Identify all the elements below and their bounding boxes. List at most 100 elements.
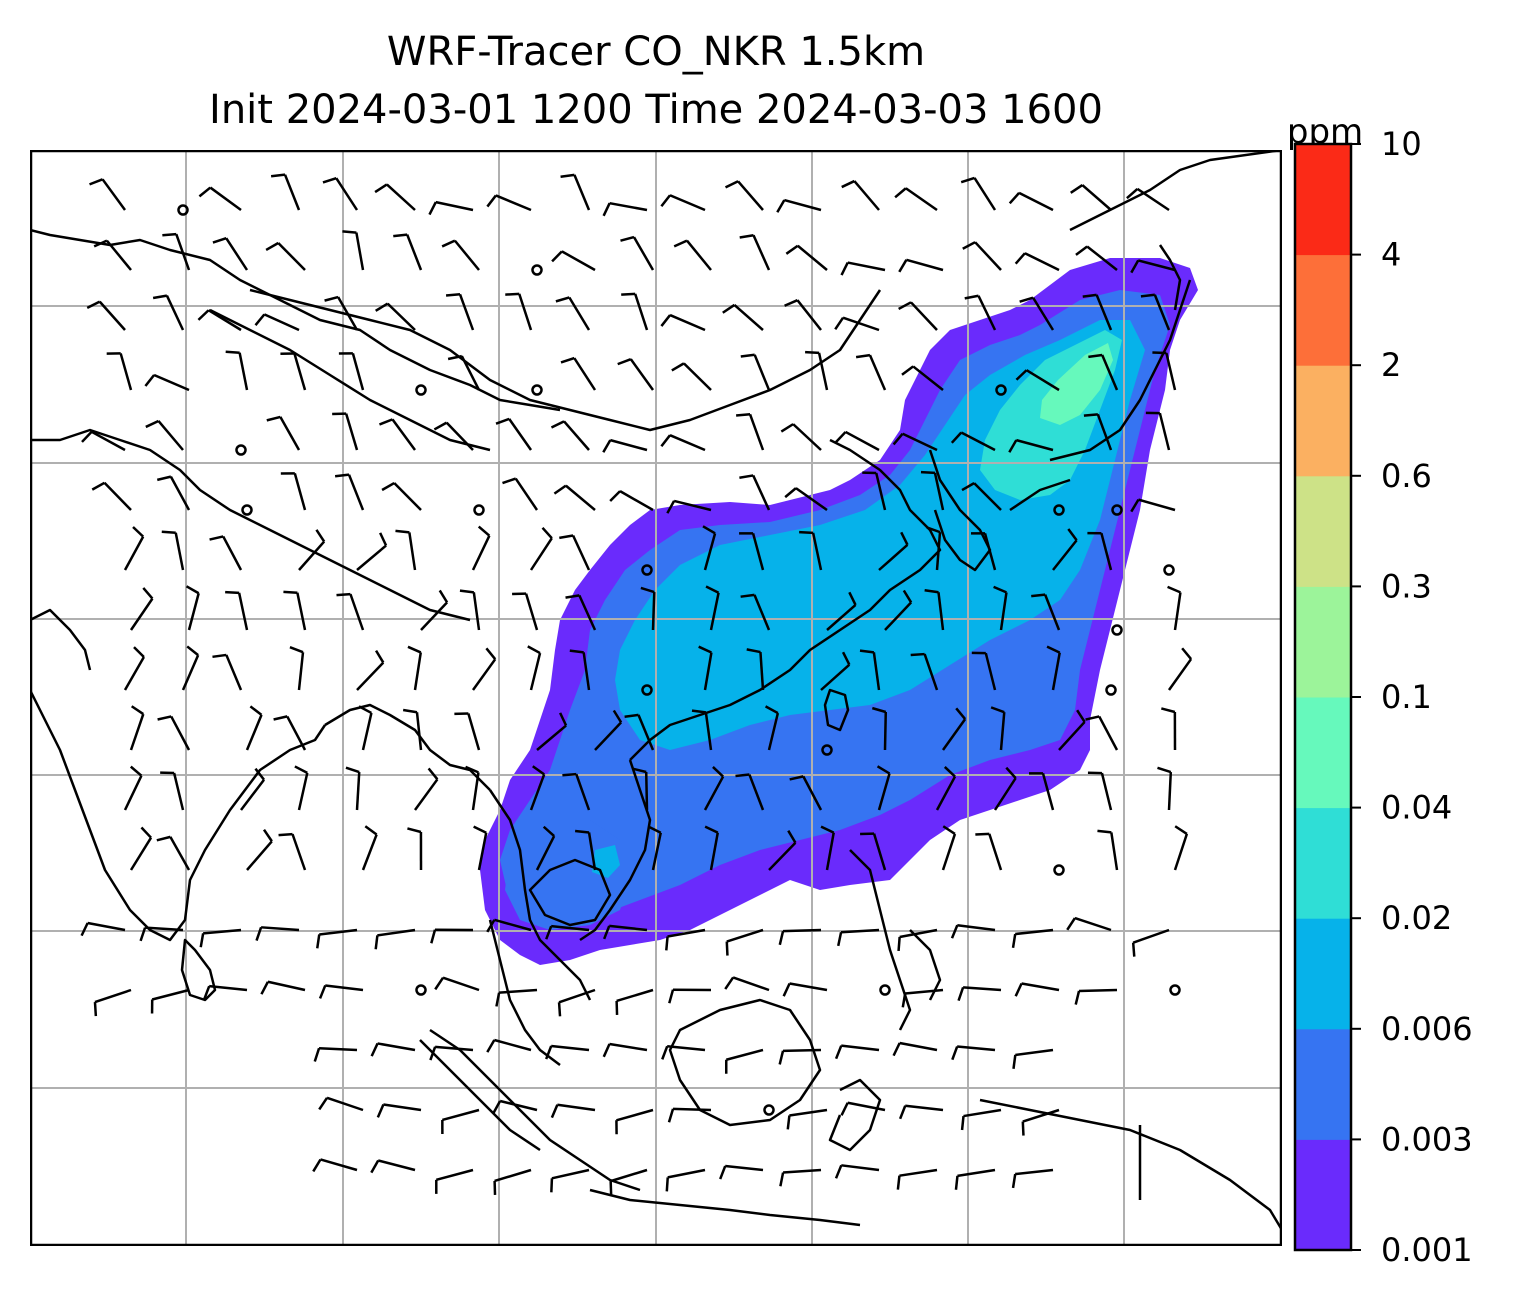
wind-barb <box>347 474 365 511</box>
colorbar-tick-label: 2 <box>1381 346 1401 384</box>
wind-barb <box>335 177 359 211</box>
wind-barb <box>609 201 648 212</box>
wind-barb <box>279 416 301 451</box>
calm-wind-circle <box>241 504 253 516</box>
calm-wind-circle <box>1053 504 1065 516</box>
wind-barb-flag <box>560 356 575 364</box>
wind-barb-flag <box>313 1047 321 1062</box>
wind-barb <box>685 239 712 271</box>
wind-barb-flag <box>197 309 210 321</box>
wind-barb <box>667 1045 706 1052</box>
wind-barb <box>960 431 996 452</box>
wind-barb <box>377 928 416 937</box>
wind-barb-flag <box>898 301 912 311</box>
wind-barb-flag <box>545 925 553 940</box>
wind-barb <box>209 186 242 212</box>
wind-barb <box>240 779 266 811</box>
wind-barb <box>351 353 365 391</box>
wind-barb-flag <box>1075 245 1088 256</box>
wind-barb <box>245 714 263 751</box>
wind-barb-flag <box>565 594 580 599</box>
wind-barb <box>782 928 822 933</box>
wind-barb <box>246 840 273 871</box>
wind-barb <box>1165 352 1177 391</box>
wind-barb <box>551 1044 590 1052</box>
wind-barb-flag <box>1074 990 1081 1005</box>
wind-barb <box>792 423 822 451</box>
wind-barb-flag <box>557 1002 562 1017</box>
wind-barb-flag <box>433 421 448 431</box>
colorbar-segment <box>1295 586 1351 698</box>
wind-barb <box>98 300 126 331</box>
wind-barb-flag <box>955 707 967 720</box>
wind-barb <box>320 1158 358 1172</box>
wind-barb <box>789 1108 828 1117</box>
wind-barb-flag <box>1008 439 1018 453</box>
wind-barb <box>277 242 306 271</box>
wind-barb <box>1138 498 1176 512</box>
wind-barb <box>844 430 880 452</box>
wind-barb-flag <box>785 244 799 255</box>
wind-barb-flag <box>1014 982 1023 997</box>
wind-barb <box>557 1103 596 1112</box>
coastline <box>249 288 882 432</box>
wind-barb-flag <box>254 767 266 781</box>
wind-barb <box>573 174 591 211</box>
wind-barb <box>753 354 771 391</box>
wind-barb <box>207 309 242 332</box>
wind-barb-flag <box>1014 252 1026 265</box>
wind-barb <box>291 833 307 871</box>
wind-barb-flag <box>545 1045 553 1060</box>
calm-wind-circle <box>641 564 653 576</box>
wind-barb-flag <box>465 765 479 774</box>
coastline <box>979 1098 1284 1231</box>
wind-barb <box>1015 1168 1054 1176</box>
wind-barb-flag <box>260 981 270 995</box>
wind-barb <box>905 187 938 212</box>
wind-barb-flag <box>602 439 612 453</box>
wind-barb-flag <box>735 773 750 778</box>
wind-barb <box>453 239 480 271</box>
wind-barb-flag <box>542 825 555 838</box>
wind-barb-flag <box>91 481 106 491</box>
wind-barb-flag <box>429 1046 437 1061</box>
wind-barb-flag <box>698 645 712 654</box>
wind-barb-flag <box>212 653 227 659</box>
wind-barb <box>984 652 997 691</box>
wind-barb <box>902 432 938 452</box>
wind-barb <box>261 926 300 932</box>
wind-barb <box>875 472 887 511</box>
wind-barb-flag <box>370 1159 380 1174</box>
wind-barb <box>825 832 835 871</box>
coastline <box>629 438 942 761</box>
wind-barb-flag <box>1015 369 1028 381</box>
wind-barb-flag <box>374 183 388 194</box>
wind-barb <box>587 832 597 871</box>
wind-barb-flag <box>289 646 304 654</box>
coastline <box>528 858 612 927</box>
wind-barb-flag <box>1008 192 1021 205</box>
wind-barb-flag <box>993 585 1007 594</box>
wind-barb-flag <box>428 201 437 216</box>
wind-barb-flag <box>370 1042 379 1057</box>
wind-barb <box>286 715 307 751</box>
wind-barb-flag <box>990 706 1005 714</box>
tracer-plume <box>480 258 1198 965</box>
wind-barb <box>1100 772 1113 811</box>
wind-barb <box>103 481 132 511</box>
wind-barb <box>225 654 243 691</box>
wind-barb <box>413 778 439 811</box>
plume-level-5 <box>1040 343 1113 425</box>
wind-barb-flag <box>740 353 755 358</box>
wind-barb <box>1024 252 1060 272</box>
wind-barb-flag <box>532 765 545 776</box>
wind-barb-flag <box>270 173 286 178</box>
wind-barb <box>471 772 480 811</box>
wind-barb <box>1132 928 1170 944</box>
coastline <box>1069 148 1283 232</box>
wind-barb <box>748 774 765 811</box>
wind-barb-flag <box>621 292 636 296</box>
wind-barb <box>974 241 1002 271</box>
wind-barb-flag <box>492 1100 502 1114</box>
wind-barb-flag <box>555 296 570 303</box>
